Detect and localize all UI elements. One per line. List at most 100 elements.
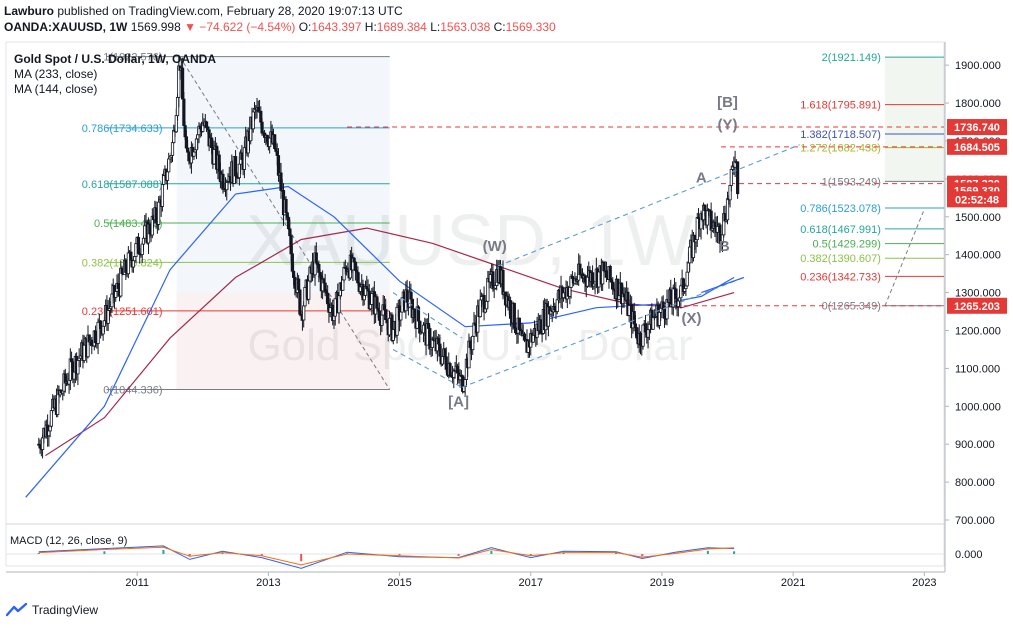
candle-body (501, 269, 505, 295)
wave-label: A (696, 170, 707, 187)
wave-label: (X) (681, 310, 701, 327)
candle-body (302, 305, 306, 321)
fib-right-label: 0.382(1390.607) (800, 253, 881, 265)
candle-body (233, 156, 238, 177)
macd-line (38, 545, 735, 569)
price-tag-bg (947, 138, 1007, 155)
wave-label: [B] (717, 94, 738, 111)
candle-body (508, 300, 513, 319)
candle-body (385, 319, 389, 324)
candle-body (99, 320, 103, 329)
price-tag-bg (947, 191, 1007, 208)
wave-trend-segment (701, 276, 745, 294)
candle-body (206, 126, 210, 131)
candle-body (284, 198, 288, 214)
candle-body (370, 293, 374, 305)
price-tag-label: 1684.505 (954, 142, 1000, 154)
price-tag: 02:52:48 (947, 191, 1007, 208)
footer-brand[interactable]: TradingView (32, 603, 99, 617)
wave-label: [A] (448, 393, 469, 410)
wave-label: (W) (483, 238, 507, 255)
candle-body (661, 301, 665, 310)
fib-left-label: 0.236(1251.601) (82, 306, 163, 318)
candle-body (307, 280, 311, 300)
candle-body (170, 142, 175, 156)
fib-right-zone (884, 57, 944, 182)
wave-a-channel-upper (392, 292, 463, 339)
fib-right-label: 2(1921.149) (822, 52, 881, 64)
close-value: 1569.330 (505, 20, 556, 34)
candle-body (736, 161, 740, 195)
price-tag: 1684.505 (947, 138, 1007, 155)
time-axis[interactable]: 2011 2013 2015 2017 2019 2021 2023 (6, 571, 945, 589)
legend-title: Gold Spot / U.S. Dollar, 1W, OANDA (14, 52, 217, 66)
price-tick-label: 1300.000 (955, 288, 1001, 300)
low-label: L: (430, 20, 441, 34)
chart-grid (5, 41, 945, 567)
price-tick-label: 800.000 (955, 477, 995, 489)
price-change: ▼ −74.622 (−4.54%) (184, 20, 296, 34)
low-value: 1563.038 (440, 20, 491, 34)
author-name[interactable]: Lawburo (4, 4, 54, 18)
quote-line: OANDA:XAUUSD, 1W 1569.998 ▼ −74.622 (−4.… (4, 19, 1004, 35)
fib-left-label: 0.786(1734.633) (82, 123, 163, 135)
chart-legend: Gold Spot / U.S. Dollar, 1W, OANDA MA (2… (14, 52, 216, 97)
macd-tick-label: 0.000 (955, 549, 983, 561)
price-tick-label: 1900.000 (955, 60, 1001, 72)
high-value: 1689.384 (376, 20, 427, 34)
fibonacci-retracements: 1(1922.576) 0.786(1734.633) 0.618(1587.088… (82, 52, 944, 396)
candle-body (82, 344, 86, 361)
price-tick-label: 1500.000 (955, 212, 1001, 224)
symbol-label: OANDA:XAUUSD, 1W (4, 20, 128, 34)
last-price: 1569.998 (130, 20, 181, 34)
fib-left-diagonal (179, 56, 391, 390)
price-tick-label: 1100.000 (955, 363, 1000, 375)
time-tick-label: 2021 (781, 577, 805, 589)
candle-body (165, 171, 170, 181)
time-tick-label: 2013 (256, 577, 280, 589)
fib-left-label: 1(1922.576) (103, 52, 162, 64)
price-tick-label: 1800.000 (955, 98, 1001, 110)
publish-info: published on TradingView.com, February 2… (57, 4, 403, 18)
legend-ma233[interactable]: MA (233, close) (14, 67, 98, 81)
fib-right-label: 1.382(1718.507) (800, 129, 881, 141)
fib-right-diagonal (884, 209, 925, 307)
candle-body (157, 201, 161, 225)
fib-right-label: 0.618(1467.991) (800, 224, 881, 236)
price-tick-label: 900.000 (955, 439, 995, 451)
open-value: 1643.397 (311, 20, 362, 34)
footer: TradingView (6, 600, 98, 620)
time-tick-label: 2017 (519, 577, 543, 589)
macd-signal-line (38, 546, 735, 566)
candle-body (685, 271, 689, 287)
price-tag-bg (947, 119, 1007, 136)
fib-right-label: 1.272(1682.438) (800, 143, 881, 155)
time-tick-label: 2011 (125, 577, 149, 589)
price-tick-label: 1400.000 (955, 250, 1001, 262)
price-tick-label: 1200.000 (955, 325, 1001, 337)
price-tag: 1736.740 (947, 119, 1007, 136)
fib-left-label: 0.618(1587.088) (82, 179, 163, 191)
chart-header: Lawburo published on TradingView.com, Fe… (4, 3, 1004, 39)
candle-body (131, 260, 136, 268)
candle-body (298, 289, 302, 315)
fib-right-label: 0.236(1342.733) (800, 271, 881, 283)
tradingview-logo-icon (6, 603, 28, 617)
wave-a-channel-lower (392, 348, 463, 388)
fib-left-label: 0(1044.336) (103, 384, 162, 396)
symbol-watermark: XAUUSD, 1W (246, 201, 694, 281)
candle-body (608, 265, 612, 281)
candle-body (242, 147, 247, 170)
legend-ma144[interactable]: MA (144, close) (14, 82, 98, 96)
high-label: H: (364, 20, 377, 34)
price-tick-label: 700.000 (955, 515, 995, 527)
wave-b-channel-upper (497, 144, 800, 267)
wave-label: B (719, 238, 730, 255)
candle-body (633, 323, 638, 328)
plot-frame (5, 41, 945, 567)
candle-body (512, 302, 516, 329)
wave-b-channel-lower (461, 276, 745, 388)
macd-pane: MACD (12, 26, close, 9) 0.000 (6, 535, 983, 569)
candle-body (160, 183, 165, 207)
